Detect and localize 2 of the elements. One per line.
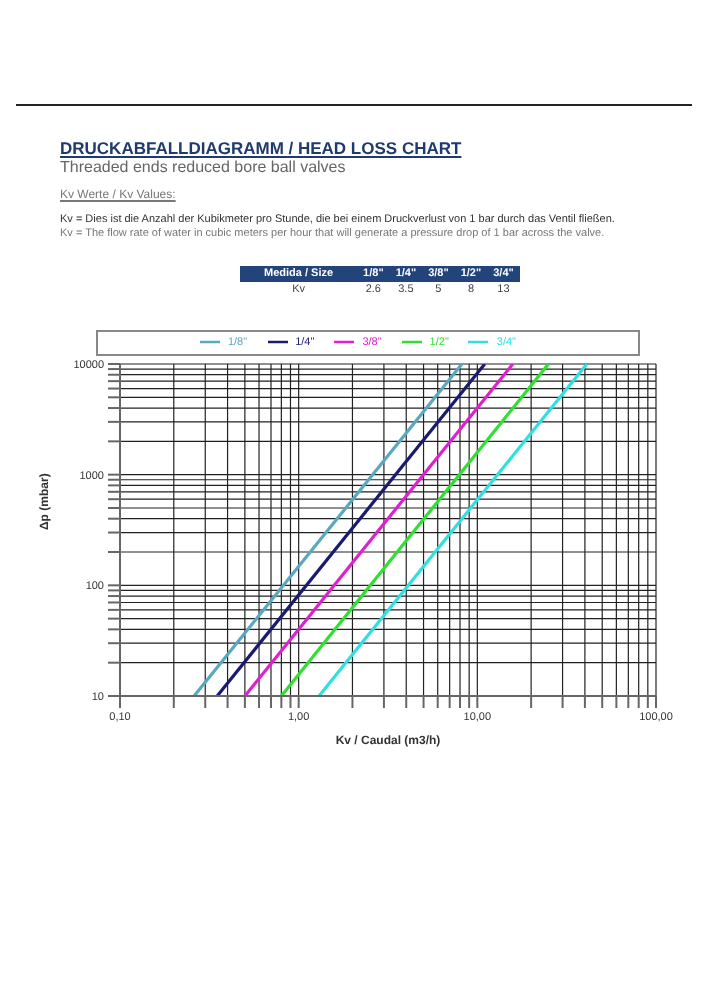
chart-title: DRUCKABFALLDIAGRAMM / HEAD LOSS CHART — [60, 138, 464, 158]
chart-subtitle: Threaded ends reduced bore ball valves — [60, 158, 348, 176]
